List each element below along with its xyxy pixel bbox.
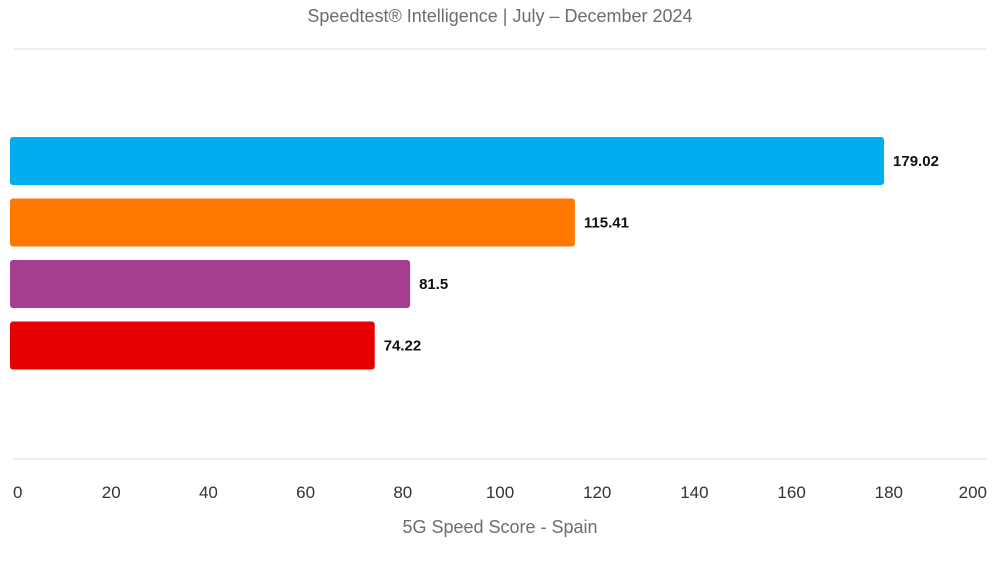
x-tick-label-100: 100 (486, 483, 514, 502)
x-tick-label-80: 80 (393, 483, 412, 502)
bar-2 (10, 198, 575, 247)
x-axis-title: 5G Speed Score - Spain (402, 517, 597, 537)
bar-3 (10, 260, 411, 308)
bars-group: 179.02 115.41 81.5 74.22 (10, 137, 939, 370)
x-tick-label-180: 180 (875, 483, 903, 502)
x-tick-label-60: 60 (296, 483, 315, 502)
x-tick-label-140: 140 (680, 483, 708, 502)
x-tick-label-20: 20 (102, 483, 121, 502)
x-tick-label-120: 120 (583, 483, 611, 502)
x-axis-ticks: 0 20 40 60 80 100 120 140 160 180 200 (13, 483, 987, 502)
x-tick-label-0: 0 (13, 483, 22, 502)
bar-value-label-4: 74.22 (384, 338, 422, 355)
bar-1 (10, 137, 885, 185)
bar-value-label-1: 179.02 (893, 153, 939, 170)
bar-value-label-3: 81.5 (419, 276, 448, 293)
bar-value-label-2: 115.41 (584, 215, 629, 232)
chart-subtitle: Speedtest® Intelligence | July – Decembe… (307, 6, 692, 26)
bar-4 (10, 321, 375, 370)
x-tick-label-200: 200 (959, 483, 987, 502)
x-tick-label-40: 40 (199, 483, 218, 502)
x-tick-label-160: 160 (777, 483, 805, 502)
